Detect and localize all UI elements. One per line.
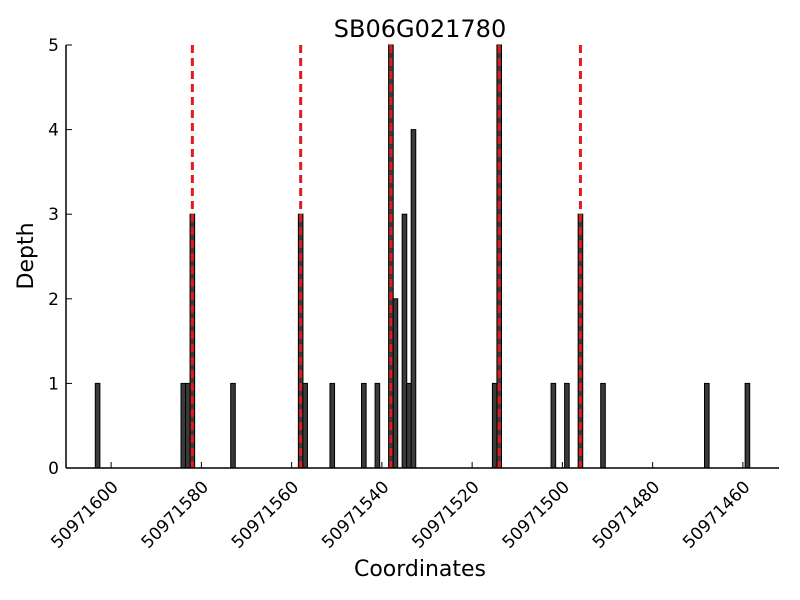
bar-50971533	[410, 129, 417, 469]
bar-50971544	[361, 382, 367, 469]
y-tick-label: 3	[48, 205, 59, 225]
bar-50971499	[564, 382, 570, 469]
bar-50971551	[329, 382, 336, 469]
bar-50971584	[180, 382, 187, 469]
bar-50971583	[185, 382, 191, 469]
x-tick-label: 50971580	[138, 477, 213, 552]
bar-50971573	[230, 382, 236, 469]
x-tick-label: 50971500	[499, 477, 574, 552]
y-tick-label: 1	[48, 374, 59, 394]
y-tick-label: 2	[48, 290, 59, 310]
bar-50971515	[491, 382, 498, 469]
bar-50971459	[744, 382, 751, 469]
x-tick-label: 50971520	[408, 477, 483, 552]
x-tick-label: 50971560	[228, 477, 303, 552]
bar-50971541	[374, 382, 381, 469]
x-tick-label: 50971480	[589, 477, 664, 552]
y-axis-label: Depth	[14, 222, 39, 289]
bar-50971603	[94, 382, 101, 469]
bar-50971535	[401, 213, 408, 469]
chart-title: SB06G021780	[334, 15, 506, 43]
y-tick-label: 5	[48, 36, 59, 56]
x-tick-label: 50971460	[679, 477, 754, 552]
bar-50971468	[704, 382, 710, 469]
bar-50971491	[600, 382, 606, 469]
x-tick-label: 50971540	[318, 477, 393, 552]
bar-50971534	[406, 382, 412, 469]
y-tick-label: 0	[48, 459, 59, 479]
bar-50971537	[392, 298, 399, 469]
y-tick-label: 4	[48, 121, 59, 141]
x-axis-label: Coordinates	[354, 557, 486, 582]
bar-50971557	[302, 382, 308, 469]
x-tick-label: 50971600	[47, 477, 122, 552]
bar-50971502	[550, 382, 557, 469]
reference-lines	[190, 45, 582, 468]
